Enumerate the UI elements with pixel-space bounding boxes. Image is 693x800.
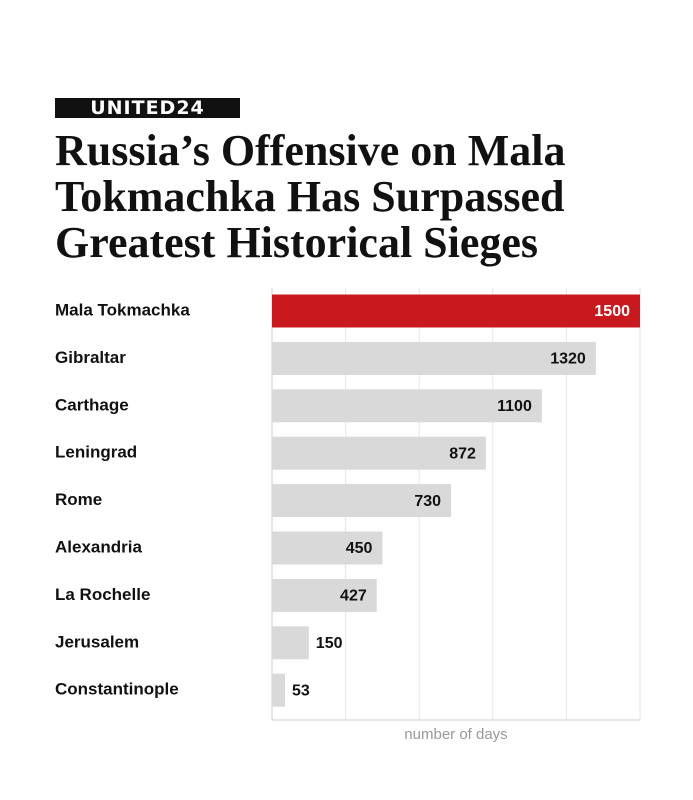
y-tick-label: Carthage (55, 395, 129, 414)
value-label: 427 (340, 588, 367, 605)
y-tick-label: Gibraltar (55, 348, 126, 367)
bar (272, 484, 452, 518)
value-label: 872 (449, 445, 476, 462)
value-label: 150 (316, 635, 343, 652)
bar (272, 673, 286, 707)
value-label: 1500 (594, 303, 630, 320)
y-tick-label: Alexandria (55, 537, 142, 556)
y-tick-label: Mala Tokmachka (55, 300, 190, 319)
bar (272, 626, 309, 660)
value-label: 1100 (497, 398, 532, 415)
bar (272, 436, 486, 470)
y-tick-label: Leningrad (55, 443, 137, 462)
bar (272, 531, 383, 565)
y-tick-label: Constantinople (55, 680, 179, 699)
value-label: 53 (292, 682, 310, 699)
x-axis-label: number of days (404, 726, 507, 743)
chart-title: Russia’s Offensive on Mala Tokmachka Has… (55, 126, 566, 267)
y-tick-label: Jerusalem (55, 632, 139, 651)
y-tick-label: Rome (55, 490, 102, 509)
value-label: 730 (414, 493, 441, 510)
bar (272, 389, 542, 423)
bar (272, 294, 640, 328)
y-tick-label: La Rochelle (55, 585, 150, 604)
bar (272, 341, 596, 375)
value-label: 450 (346, 540, 373, 557)
bar (272, 578, 377, 612)
value-label: 1320 (550, 351, 586, 368)
brand-logo: UNITED24 (55, 98, 240, 118)
